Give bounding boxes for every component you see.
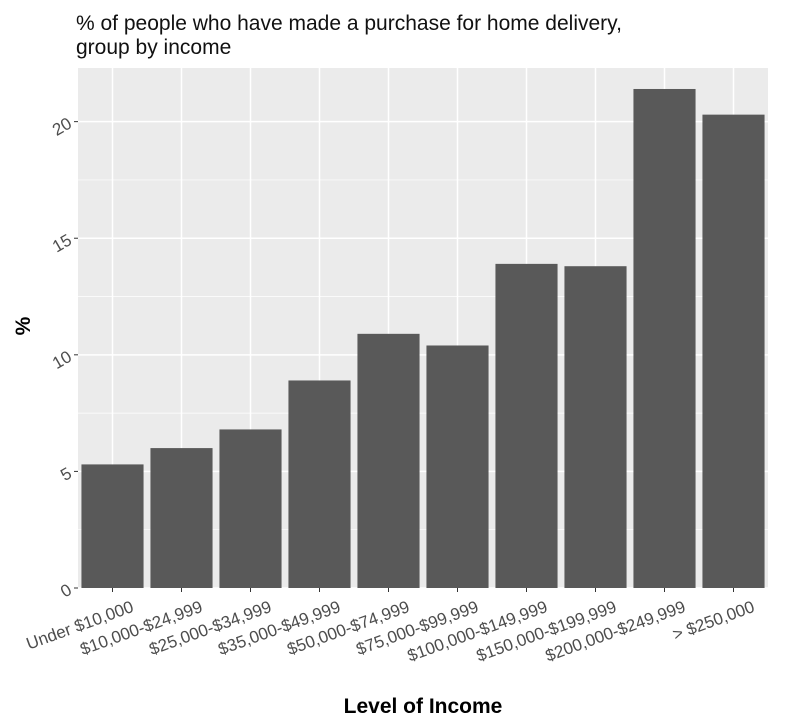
bar — [633, 88, 696, 589]
bar — [702, 114, 765, 588]
bar — [219, 429, 282, 588]
bar — [288, 380, 351, 588]
bar — [150, 448, 213, 588]
bar — [426, 345, 489, 588]
y-tick-label: 10 — [49, 347, 75, 373]
y-tick-label: 5 — [57, 464, 75, 485]
bar — [357, 333, 420, 588]
bar — [495, 263, 558, 588]
bar — [81, 464, 144, 588]
chart-title: % of people who have made a purchase for… — [76, 12, 622, 59]
bars — [81, 88, 765, 589]
y-axis-title: % — [12, 316, 35, 335]
bar — [564, 266, 627, 588]
y-tick-label: 20 — [49, 114, 75, 140]
y-axis-ticks: 0 5 10 15 20 — [49, 114, 78, 601]
y-tick-label: 0 — [57, 580, 75, 601]
x-axis-ticks: Under $10,000$10,000-$24,999$25,000-$34,… — [24, 588, 757, 665]
y-tick-label: 15 — [49, 230, 75, 256]
x-axis-title: Level of Income — [344, 695, 503, 718]
